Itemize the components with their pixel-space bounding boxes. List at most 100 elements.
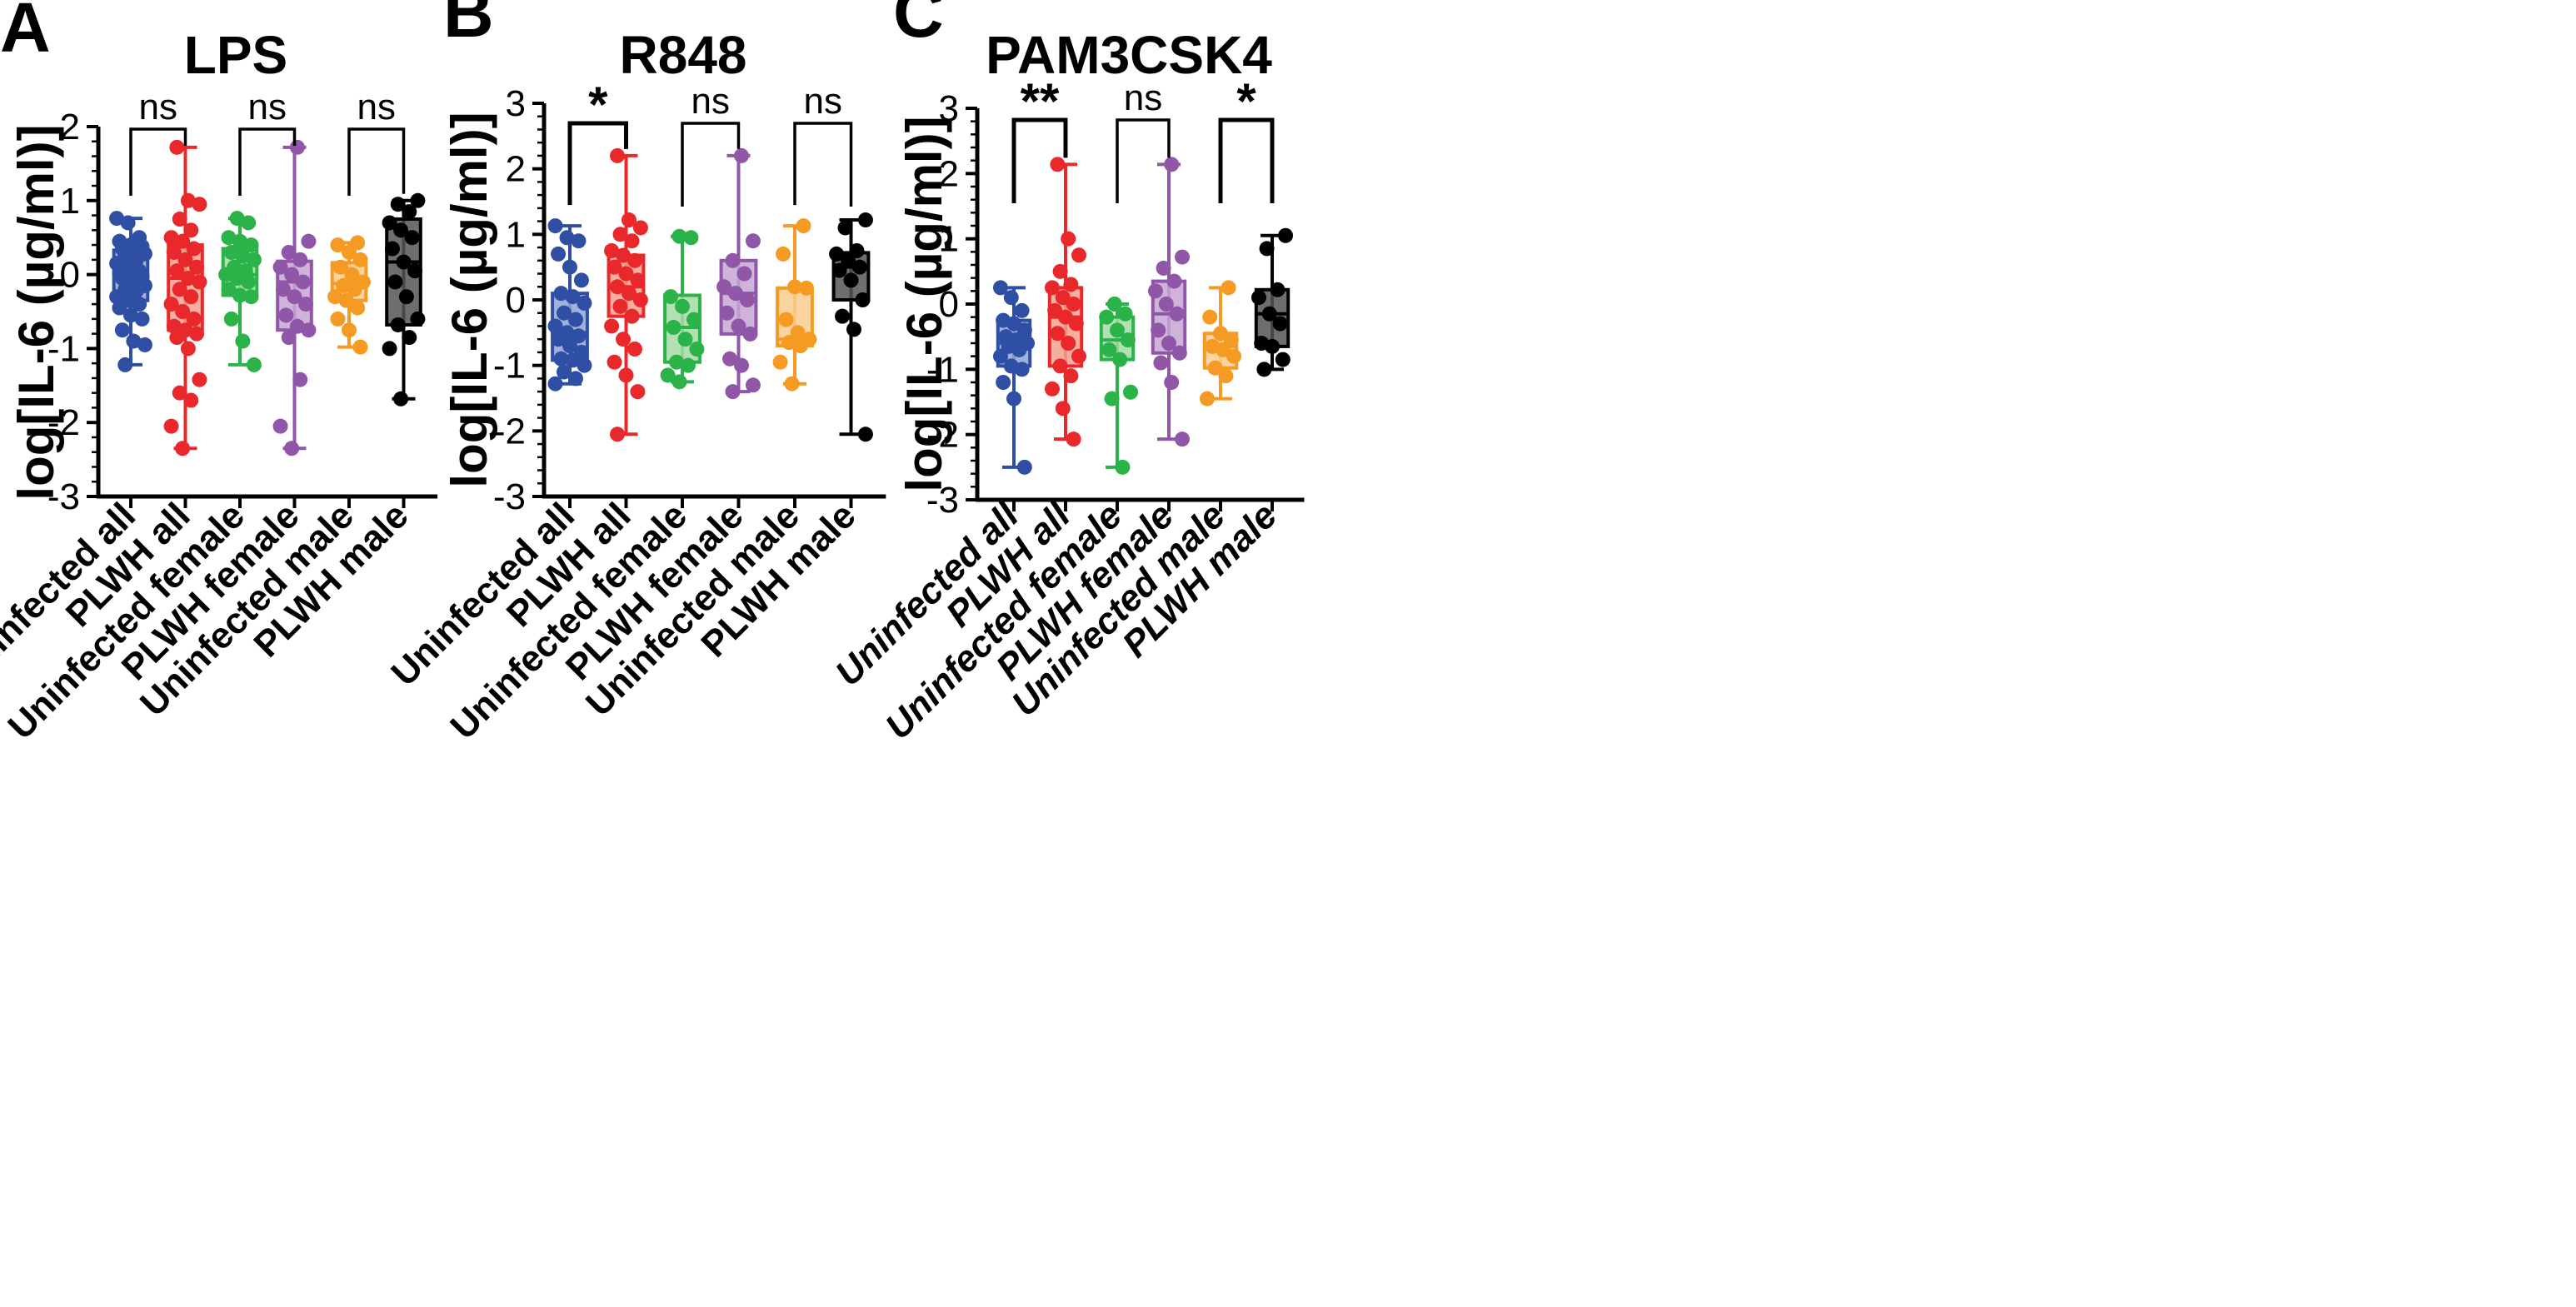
y-tick-label: -1 — [493, 346, 526, 387]
data-point — [1106, 297, 1122, 312]
data-point — [607, 354, 622, 370]
data-point — [344, 267, 360, 282]
data-point — [573, 272, 589, 288]
y-tick-label: 3 — [506, 83, 526, 124]
y-tick-label: 2 — [939, 153, 959, 194]
data-point — [1063, 277, 1079, 292]
data-point — [632, 220, 648, 236]
data-point — [1115, 459, 1131, 475]
data-point — [301, 322, 317, 338]
data-point — [686, 312, 701, 327]
data-point — [1164, 157, 1180, 172]
data-point — [553, 286, 569, 302]
data-point — [284, 267, 300, 282]
data-point — [192, 274, 207, 290]
data-point — [1066, 297, 1081, 312]
data-point — [557, 364, 572, 380]
data-point — [616, 332, 632, 347]
data-point — [627, 252, 642, 268]
data-point — [1052, 358, 1068, 374]
data-point — [298, 297, 314, 312]
data-point — [1265, 338, 1280, 354]
data-point — [790, 325, 806, 341]
data-point — [841, 252, 856, 268]
data-point — [272, 418, 288, 434]
data-point — [618, 367, 634, 383]
data-point — [627, 342, 642, 357]
data-point — [843, 272, 859, 288]
data-point — [1117, 306, 1133, 322]
data-point — [1175, 432, 1191, 447]
data-point — [671, 228, 687, 244]
data-point — [163, 297, 179, 312]
data-point — [163, 418, 179, 434]
series-uninfected-male — [1199, 280, 1242, 407]
y-tick-label: 1 — [60, 181, 80, 222]
data-point — [992, 348, 1008, 364]
data-point — [112, 300, 127, 316]
data-point — [1099, 309, 1115, 325]
data-point — [1175, 249, 1191, 265]
data-point — [831, 262, 847, 278]
y-tick-label: -3 — [47, 476, 80, 517]
data-point — [232, 233, 247, 249]
data-point — [1014, 362, 1030, 377]
data-point — [739, 292, 755, 307]
data-point — [1123, 384, 1139, 400]
data-point — [745, 233, 761, 249]
data-point — [407, 263, 423, 279]
data-point — [175, 304, 191, 319]
data-point — [289, 318, 305, 334]
significance-label: ns — [1124, 77, 1162, 118]
data-point — [189, 259, 205, 275]
data-point — [1014, 302, 1030, 318]
data-point — [183, 392, 199, 408]
series-uninfected-female — [218, 211, 262, 372]
series-plwh-female — [716, 147, 761, 400]
data-point — [787, 279, 802, 295]
significance-label: ns — [691, 81, 730, 122]
data-point — [402, 204, 417, 220]
data-point — [1016, 459, 1032, 475]
data-point — [393, 222, 409, 238]
data-point — [404, 230, 420, 246]
data-point — [553, 351, 569, 367]
significance-bracket — [681, 122, 741, 207]
data-point — [177, 252, 193, 267]
data-point — [772, 354, 788, 370]
data-point — [180, 192, 196, 208]
significance-label: * — [1236, 73, 1256, 129]
y-tick-label: 3 — [939, 88, 959, 129]
data-point — [857, 427, 873, 442]
data-point — [547, 218, 563, 234]
data-point — [1275, 352, 1290, 367]
significance-bracket — [793, 122, 853, 207]
y-tick-label: -2 — [926, 415, 959, 456]
data-point — [396, 254, 412, 270]
data-point — [180, 271, 196, 287]
series-uninfected-female — [660, 228, 705, 390]
data-point — [1061, 336, 1076, 351]
data-point — [172, 212, 187, 227]
data-point — [338, 292, 354, 308]
series-uninfected-all — [547, 218, 592, 392]
data-point — [175, 441, 191, 456]
y-tick-label: -1 — [47, 328, 80, 369]
data-point — [996, 375, 1011, 390]
data-point — [725, 252, 741, 268]
data-point — [342, 322, 357, 338]
data-point — [680, 357, 696, 373]
data-point — [571, 328, 587, 344]
data-point — [1050, 157, 1066, 172]
y-tick-label: 0 — [939, 284, 959, 325]
data-point — [618, 266, 634, 282]
data-point — [559, 230, 575, 246]
data-point — [630, 272, 646, 288]
significance-bracket — [1218, 117, 1275, 203]
data-point — [384, 241, 400, 257]
data-point — [192, 197, 207, 212]
data-point — [1044, 280, 1060, 296]
data-point — [128, 283, 144, 299]
data-point — [275, 282, 291, 297]
data-point — [221, 230, 237, 246]
